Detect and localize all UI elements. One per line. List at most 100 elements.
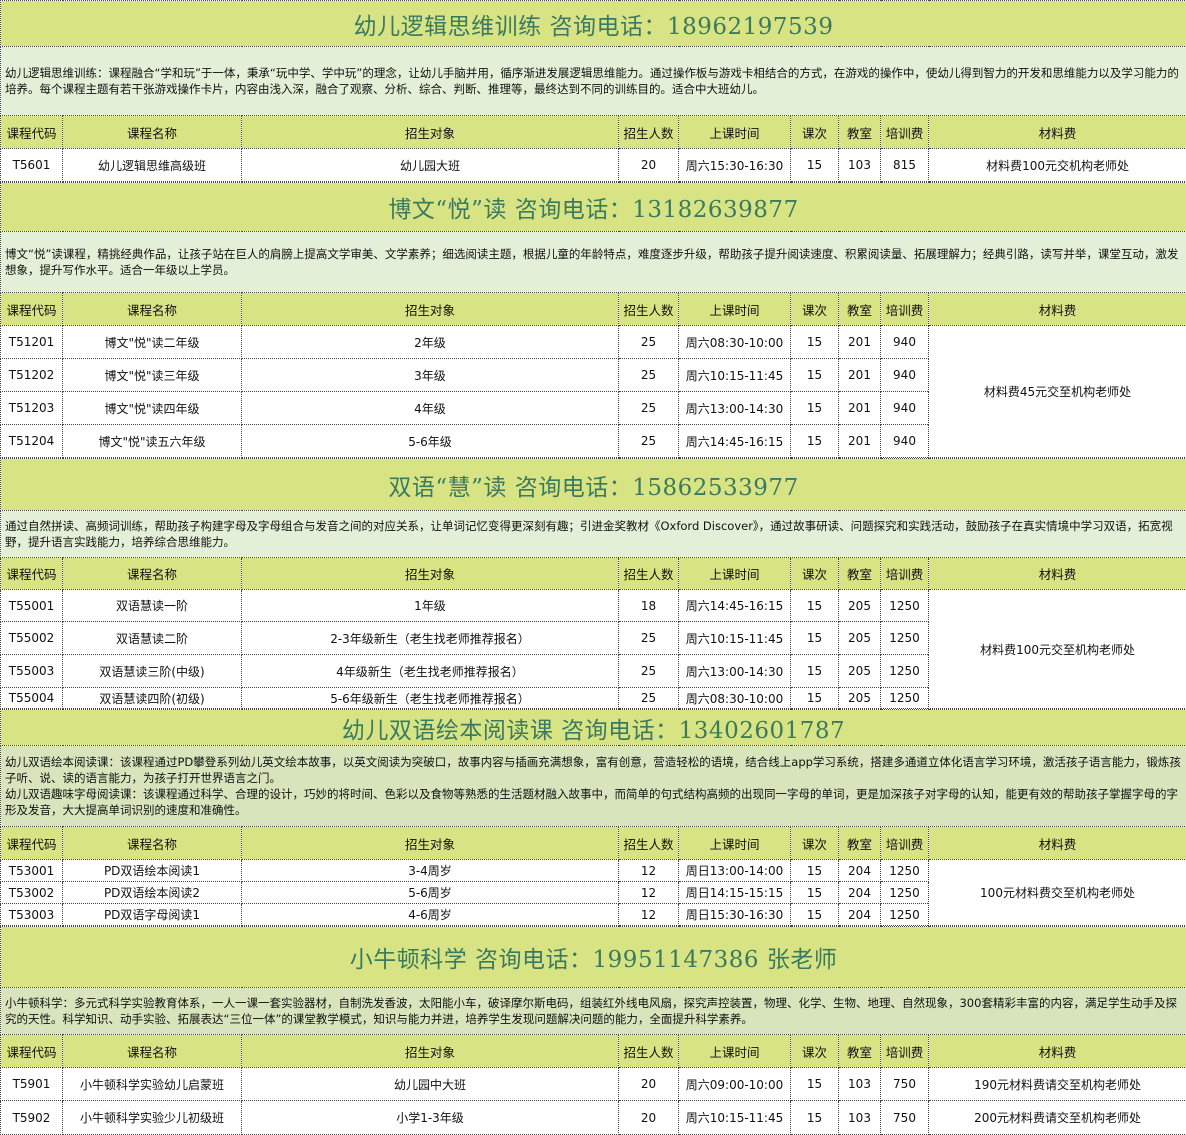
column-header-target-students[interactable]: 招生对象 xyxy=(242,1035,619,1068)
sessions-cell[interactable]: 15 xyxy=(791,326,839,359)
classroom-cell[interactable]: 204 xyxy=(839,904,881,926)
column-header-course-name[interactable]: 课程名称 xyxy=(63,116,242,149)
sessions-cell[interactable]: 15 xyxy=(791,882,839,904)
column-header-course-name[interactable]: 课程名称 xyxy=(63,558,242,590)
material-fee-cell[interactable]: 材料费100元交机构老师处 xyxy=(929,149,1186,182)
tuition-cell[interactable]: 940 xyxy=(881,392,929,425)
column-header-course-code[interactable]: 课程代码 xyxy=(1,293,63,326)
target-students-cell[interactable]: 4-6周岁 xyxy=(242,904,619,926)
target-students-cell[interactable]: 小学1-3年级 xyxy=(242,1101,619,1135)
column-header-classroom[interactable]: 教室 xyxy=(839,116,881,149)
course-code-cell[interactable]: T51203 xyxy=(1,392,63,425)
column-header-tuition[interactable]: 培训费 xyxy=(881,558,929,590)
section-title[interactable]: 幼儿双语绘本阅读课 咨询电话：13402601787 xyxy=(1,710,1186,746)
column-header-sessions[interactable]: 课次 xyxy=(791,1035,839,1068)
classroom-cell[interactable]: 103 xyxy=(839,1068,881,1101)
column-header-classroom[interactable]: 教室 xyxy=(839,827,881,860)
column-header-class-time[interactable]: 上课时间 xyxy=(679,116,791,149)
class-time-cell[interactable]: 周六13:00-14:30 xyxy=(679,392,791,425)
tuition-cell[interactable]: 1250 xyxy=(881,655,929,688)
course-code-cell[interactable]: T51204 xyxy=(1,425,63,458)
target-students-cell[interactable]: 幼儿园大班 xyxy=(242,149,619,182)
target-students-cell[interactable]: 5-6年级 xyxy=(242,425,619,458)
classroom-cell[interactable]: 205 xyxy=(839,622,881,655)
column-header-sessions[interactable]: 课次 xyxy=(791,558,839,590)
course-code-cell[interactable]: T55003 xyxy=(1,655,63,688)
course-code-cell[interactable]: T53001 xyxy=(1,860,63,882)
course-name-cell[interactable]: PD双语字母阅读1 xyxy=(63,904,242,926)
enrollment-cell[interactable]: 20 xyxy=(619,149,679,182)
sessions-cell[interactable]: 15 xyxy=(791,392,839,425)
column-header-class-time[interactable]: 上课时间 xyxy=(679,1035,791,1068)
column-header-tuition[interactable]: 培训费 xyxy=(881,1035,929,1068)
classroom-cell[interactable]: 201 xyxy=(839,392,881,425)
enrollment-cell[interactable]: 18 xyxy=(619,590,679,622)
tuition-cell[interactable]: 1250 xyxy=(881,860,929,882)
column-header-course-name[interactable]: 课程名称 xyxy=(63,827,242,860)
material-fee-cell[interactable]: 190元材料费请交至机构老师处 xyxy=(929,1068,1186,1101)
course-name-cell[interactable]: 双语慧读四阶(初级) xyxy=(63,688,242,709)
course-name-cell[interactable]: 双语慧读三阶(中级) xyxy=(63,655,242,688)
column-header-tuition[interactable]: 培训费 xyxy=(881,827,929,860)
tuition-cell[interactable]: 940 xyxy=(881,359,929,392)
column-header-material-fee[interactable]: 材料费 xyxy=(929,558,1186,590)
classroom-cell[interactable]: 103 xyxy=(839,149,881,182)
course-name-cell[interactable]: 双语慧读二阶 xyxy=(63,622,242,655)
sessions-cell[interactable]: 15 xyxy=(791,1101,839,1135)
classroom-cell[interactable]: 205 xyxy=(839,688,881,709)
course-code-cell[interactable]: T5901 xyxy=(1,1068,63,1101)
sessions-cell[interactable]: 15 xyxy=(791,622,839,655)
classroom-cell[interactable]: 205 xyxy=(839,655,881,688)
class-time-cell[interactable]: 周六13:00-14:30 xyxy=(679,655,791,688)
target-students-cell[interactable]: 5-6年级新生（老生找老师推荐报名） xyxy=(242,688,619,709)
column-header-class-time[interactable]: 上课时间 xyxy=(679,293,791,326)
course-name-cell[interactable]: 幼儿逻辑思维高级班 xyxy=(63,149,242,182)
classroom-cell[interactable]: 205 xyxy=(839,590,881,622)
enrollment-cell[interactable]: 25 xyxy=(619,688,679,709)
target-students-cell[interactable]: 2-3年级新生（老生找老师推荐报名） xyxy=(242,622,619,655)
classroom-cell[interactable]: 201 xyxy=(839,425,881,458)
section-description[interactable]: 小牛顿科学：多元式科学实验教育体系，一人一课一套实验器材，自制洗发香波，太阳能小… xyxy=(1,988,1186,1035)
column-header-target-students[interactable]: 招生对象 xyxy=(242,827,619,860)
target-students-cell[interactable]: 4年级 xyxy=(242,392,619,425)
section-description[interactable]: 幼儿逻辑思维训练：课程融合“学和玩”于一体，秉承“玩中学、学中玩”的理念，让幼儿… xyxy=(1,47,1186,116)
tuition-cell[interactable]: 1250 xyxy=(881,590,929,622)
column-header-enrollment[interactable]: 招生人数 xyxy=(619,827,679,860)
course-code-cell[interactable]: T53003 xyxy=(1,904,63,926)
enrollment-cell[interactable]: 20 xyxy=(619,1101,679,1135)
column-header-course-name[interactable]: 课程名称 xyxy=(63,1035,242,1068)
course-name-cell[interactable]: PD双语绘本阅读1 xyxy=(63,860,242,882)
enrollment-cell[interactable]: 25 xyxy=(619,326,679,359)
class-time-cell[interactable]: 周日14:15-15:15 xyxy=(679,882,791,904)
sessions-cell[interactable]: 15 xyxy=(791,590,839,622)
column-header-classroom[interactable]: 教室 xyxy=(839,558,881,590)
course-code-cell[interactable]: T53002 xyxy=(1,882,63,904)
column-header-course-code[interactable]: 课程代码 xyxy=(1,558,63,590)
column-header-class-time[interactable]: 上课时间 xyxy=(679,558,791,590)
course-code-cell[interactable]: T55004 xyxy=(1,688,63,709)
course-name-cell[interactable]: 小牛顿科学实验少儿初级班 xyxy=(63,1101,242,1135)
enrollment-cell[interactable]: 12 xyxy=(619,904,679,926)
classroom-cell[interactable]: 204 xyxy=(839,860,881,882)
classroom-cell[interactable]: 204 xyxy=(839,882,881,904)
column-header-classroom[interactable]: 教室 xyxy=(839,1035,881,1068)
course-name-cell[interactable]: 博文"悦"读三年级 xyxy=(63,359,242,392)
course-code-cell[interactable]: T55002 xyxy=(1,622,63,655)
target-students-cell[interactable]: 3年级 xyxy=(242,359,619,392)
column-header-enrollment[interactable]: 招生人数 xyxy=(619,558,679,590)
material-fee-cell[interactable]: 100元材料费交至机构老师处 xyxy=(929,860,1186,926)
column-header-course-code[interactable]: 课程代码 xyxy=(1,116,63,149)
column-header-class-time[interactable]: 上课时间 xyxy=(679,827,791,860)
column-header-target-students[interactable]: 招生对象 xyxy=(242,558,619,590)
course-code-cell[interactable]: T51201 xyxy=(1,326,63,359)
column-header-sessions[interactable]: 课次 xyxy=(791,116,839,149)
sessions-cell[interactable]: 15 xyxy=(791,1068,839,1101)
section-title[interactable]: 小牛顿科学 咨询电话：19951147386 张老师 xyxy=(1,927,1186,988)
sessions-cell[interactable]: 15 xyxy=(791,860,839,882)
course-name-cell[interactable]: PD双语绘本阅读2 xyxy=(63,882,242,904)
column-header-material-fee[interactable]: 材料费 xyxy=(929,293,1186,326)
sessions-cell[interactable]: 15 xyxy=(791,655,839,688)
sessions-cell[interactable]: 15 xyxy=(791,149,839,182)
column-header-target-students[interactable]: 招生对象 xyxy=(242,116,619,149)
tuition-cell[interactable]: 1250 xyxy=(881,882,929,904)
